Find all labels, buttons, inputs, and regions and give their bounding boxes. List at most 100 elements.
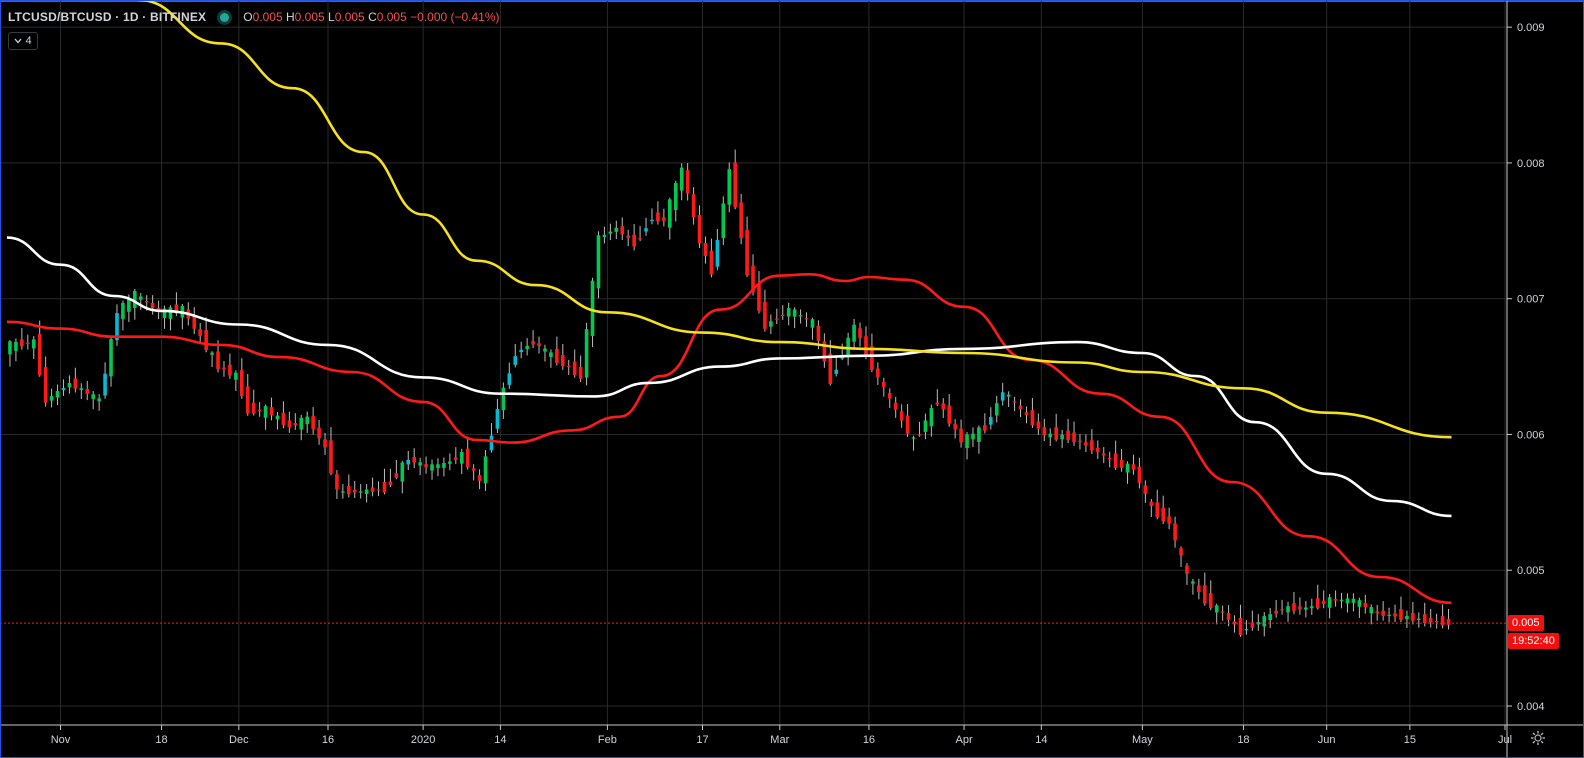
candle-body (911, 437, 916, 439)
candle-body (798, 315, 803, 317)
candle-body (234, 372, 238, 380)
candle-body (1292, 603, 1296, 611)
candle-body (1369, 607, 1374, 614)
chevron-down-icon (14, 38, 22, 44)
candle-body (1428, 618, 1433, 623)
candle-body (150, 302, 155, 309)
candle-body (1167, 516, 1171, 524)
candle-body (989, 416, 993, 425)
time-tick-label: 14 (1035, 734, 1047, 746)
candle-body (1405, 615, 1409, 620)
candle-body (721, 203, 726, 239)
candle-body (1191, 581, 1195, 584)
candle-body (751, 265, 755, 293)
candle-body (786, 308, 791, 317)
candle-body (1214, 605, 1219, 613)
candle-body (192, 316, 197, 329)
candle-body (138, 296, 143, 300)
price-axis: 0.009 0.008 0.007 0.006 0.005 0.004 (1507, 22, 1545, 713)
candle-body (917, 434, 922, 436)
candle-body (1274, 610, 1278, 614)
candle-body (121, 302, 125, 320)
market-status-icon[interactable] (220, 12, 230, 22)
candle-body (1357, 600, 1362, 607)
candle-body (519, 349, 523, 353)
candle-body (620, 226, 625, 235)
candle-body (561, 354, 565, 367)
candle-body (127, 297, 131, 312)
settings-gear-icon[interactable] (1530, 730, 1546, 746)
chart-grid (0, 0, 1507, 725)
candle-body (739, 202, 743, 239)
candle-body (1226, 613, 1231, 620)
candle-body (822, 341, 827, 362)
time-axis: Nov 18 Dec 16 2020 14 Feb 17 Mar 16 Apr 14 May 18 Jun 1… (51, 725, 1512, 746)
candle-body (162, 308, 167, 319)
candle-body (412, 457, 416, 463)
candle-body (703, 242, 708, 256)
candle-body (269, 407, 274, 416)
candle-body (566, 365, 571, 368)
symbol-title[interactable]: LTCUSD/BTCUSD · 1D · BITFINEX (8, 10, 207, 24)
candle-body (85, 389, 90, 394)
candle-body (662, 217, 666, 221)
candle-body (1072, 432, 1076, 443)
candle-body (1173, 523, 1177, 541)
candle-body (263, 406, 268, 418)
indicators-toggle[interactable]: 4 (8, 32, 38, 50)
candle-body (1090, 440, 1094, 451)
candle-body (1339, 599, 1344, 601)
candle-body (222, 367, 226, 370)
top-accent-line (0, 0, 1584, 2)
candle-body (608, 231, 613, 234)
time-tick-label: Feb (598, 734, 617, 746)
candle-body (198, 329, 202, 336)
candle-body (1393, 613, 1397, 617)
countdown-label: 19:52:40 (1508, 633, 1559, 650)
candle-body (1048, 433, 1053, 438)
candle-body (436, 464, 440, 469)
time-tick-label: 15 (1404, 734, 1416, 746)
candle-body (454, 457, 458, 460)
candle-body (1119, 459, 1124, 468)
candle-body (109, 339, 113, 377)
candle-body (656, 212, 660, 222)
candle-body (1012, 401, 1017, 403)
candle-body (834, 369, 839, 374)
candle-body (572, 361, 577, 376)
candle-body (1238, 617, 1243, 636)
candle-body (1042, 427, 1047, 436)
candle-body (864, 336, 868, 355)
candle-body (400, 462, 405, 482)
candle-body (632, 234, 636, 247)
candle-body (650, 219, 654, 222)
candle-body (983, 425, 987, 431)
price-tick-label: 0.006 (1517, 429, 1545, 441)
time-tick-label: Jul (1498, 734, 1512, 746)
candle-body (347, 486, 351, 495)
candle-body (840, 356, 844, 359)
candle-body (1411, 612, 1415, 621)
candle-body (335, 474, 339, 490)
candle-body (1203, 585, 1207, 604)
candle-body (1000, 392, 1005, 401)
candle-body (1006, 394, 1011, 397)
candle-body (1096, 447, 1100, 453)
candle-body (810, 319, 815, 328)
ma-line-red (6, 273, 1452, 605)
candle-body (204, 329, 208, 351)
candle-body (394, 473, 399, 478)
price-tick-label: 0.007 (1517, 294, 1545, 306)
candle-body (965, 434, 969, 449)
candle-body (471, 468, 476, 471)
candle-body (115, 313, 119, 341)
time-tick-label: Dec (229, 734, 249, 746)
candle-body (858, 328, 862, 339)
candle-body (644, 228, 648, 232)
candle-body (210, 352, 214, 355)
candle-body (804, 318, 809, 320)
candle-body (763, 301, 767, 329)
candle-body (91, 394, 95, 399)
candle-body (685, 170, 690, 194)
